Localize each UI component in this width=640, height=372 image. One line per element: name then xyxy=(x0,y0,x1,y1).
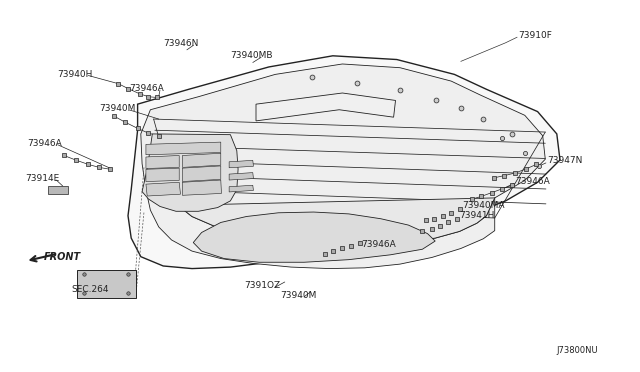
Polygon shape xyxy=(229,185,253,192)
Polygon shape xyxy=(178,198,495,245)
Polygon shape xyxy=(256,93,396,121)
Text: 73947N: 73947N xyxy=(547,156,582,165)
Text: 73940M: 73940M xyxy=(280,291,317,300)
Polygon shape xyxy=(142,134,238,211)
Text: 73946A: 73946A xyxy=(27,139,61,148)
Polygon shape xyxy=(146,168,179,182)
Polygon shape xyxy=(229,160,253,168)
Polygon shape xyxy=(146,142,221,155)
Text: FRONT: FRONT xyxy=(44,252,81,262)
Polygon shape xyxy=(193,212,435,262)
Polygon shape xyxy=(182,166,221,182)
Polygon shape xyxy=(77,270,136,298)
Polygon shape xyxy=(182,180,221,195)
Text: 73940MB: 73940MB xyxy=(230,51,273,60)
Text: 73946N: 73946N xyxy=(163,39,198,48)
Text: 73946A: 73946A xyxy=(362,240,396,249)
Polygon shape xyxy=(141,64,545,269)
Bar xyxy=(48,186,68,194)
Text: 73940M: 73940M xyxy=(99,104,136,113)
Text: 73940H: 73940H xyxy=(58,70,93,79)
Polygon shape xyxy=(229,173,253,180)
Polygon shape xyxy=(128,56,560,269)
Text: 73946A: 73946A xyxy=(129,84,164,93)
Text: 7391OZ: 7391OZ xyxy=(244,281,280,290)
Text: 73940MA: 73940MA xyxy=(462,201,504,210)
Polygon shape xyxy=(146,182,180,196)
Text: 73946A: 73946A xyxy=(515,177,550,186)
Text: J73800NU: J73800NU xyxy=(557,346,598,355)
Text: 73910F: 73910F xyxy=(518,31,552,40)
Text: 73914E: 73914E xyxy=(26,174,60,183)
Text: SEC.264: SEC.264 xyxy=(72,285,109,294)
Text: 73941H: 73941H xyxy=(460,211,495,220)
Polygon shape xyxy=(182,153,221,167)
Polygon shape xyxy=(146,155,179,169)
